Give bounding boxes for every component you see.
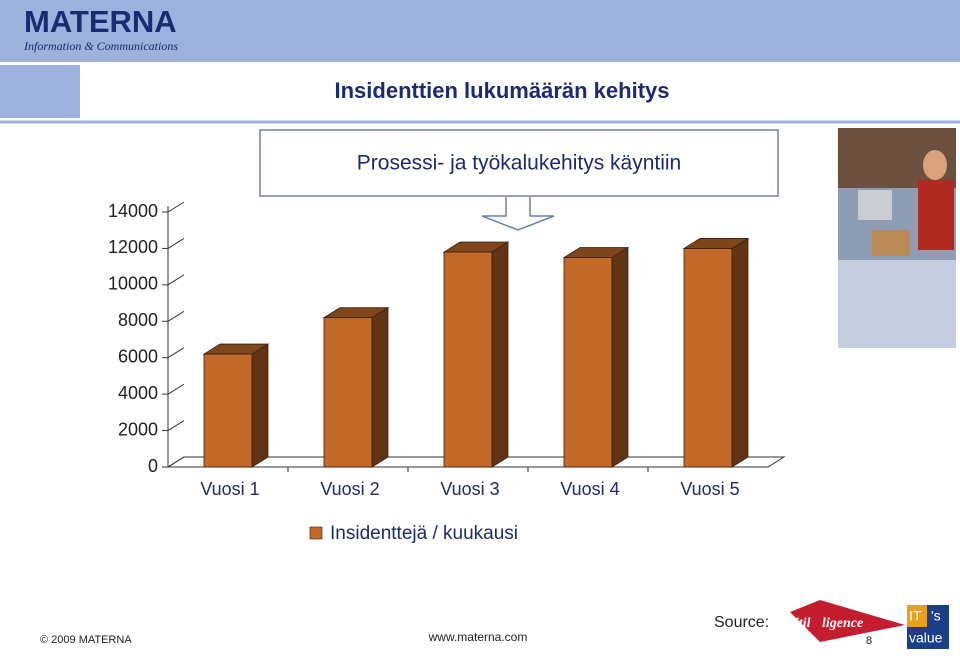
header-square — [0, 65, 80, 118]
photo — [838, 128, 956, 348]
bar — [322, 306, 390, 468]
bar — [682, 237, 750, 468]
bar-side — [251, 343, 269, 468]
bar-top — [562, 247, 630, 258]
bar — [562, 246, 630, 468]
y-tick-label: 4000 — [118, 383, 158, 403]
logo: MATERNA — [24, 4, 177, 39]
source-label: Source: — [714, 614, 769, 631]
annotation: Prosessi- ja työkalukehitys käyntiin — [357, 152, 681, 175]
y-tick-label: 0 — [148, 456, 158, 476]
y-tick-depth — [167, 383, 185, 395]
annotation-arrow — [481, 197, 555, 231]
photo-monitor — [858, 190, 892, 220]
photo-box — [872, 230, 910, 256]
legend-swatch — [309, 526, 323, 540]
bar-front — [683, 248, 733, 468]
bar-side — [731, 237, 749, 468]
logo2-b: 's — [931, 608, 941, 624]
bar-front — [563, 257, 613, 468]
logo1-b: ligence — [822, 616, 863, 631]
logo2-a: IT — [909, 608, 922, 624]
y-tick-label: 10000 — [108, 274, 158, 294]
x-tick-label: Vuosi 4 — [560, 479, 619, 499]
copyright: © 2009 MATERNA — [40, 634, 132, 646]
bar-top — [682, 238, 750, 249]
bar-side — [491, 241, 509, 468]
photo-person — [918, 180, 954, 250]
y-tick-label: 12000 — [108, 237, 158, 257]
bar-top — [442, 241, 510, 253]
bar-front — [323, 317, 373, 468]
photo-conveyor — [838, 260, 956, 348]
x-tick-label: Vuosi 1 — [200, 479, 259, 499]
bar-top — [322, 307, 390, 319]
logo-tagline: Information & Communications — [23, 39, 178, 53]
y-tick-depth — [167, 456, 185, 468]
footer-url: www.materna.com — [428, 630, 528, 644]
y-tick-depth — [167, 310, 185, 322]
header-band — [0, 0, 960, 62]
logo2-accent — [907, 605, 927, 627]
y-tick-depth — [167, 238, 185, 249]
logo1-shape — [790, 600, 905, 642]
legend-label: Insidenttejä / kuukausi — [330, 523, 518, 544]
bar-front — [203, 353, 253, 468]
photo-head — [923, 150, 947, 180]
slide-title: Insidenttien lukumäärän kehitys — [335, 78, 670, 103]
y-tick-label: 8000 — [118, 310, 158, 330]
y-tick-depth — [167, 201, 185, 213]
bar-top — [202, 343, 270, 355]
logo1-a: itil — [795, 616, 811, 631]
bar — [202, 343, 270, 468]
page-number: 8 — [866, 635, 872, 647]
y-tick-depth — [167, 420, 185, 431]
y-tick-depth — [167, 274, 185, 286]
y-tick-label: 2000 — [118, 419, 158, 439]
x-tick-label: Vuosi 3 — [440, 479, 499, 499]
annotation-box — [259, 129, 779, 197]
bar-side — [371, 306, 389, 468]
x-tick-label: Vuosi 5 — [680, 479, 739, 499]
x-tick-label: Vuosi 2 — [320, 479, 379, 499]
y-tick-label: 6000 — [118, 346, 158, 366]
bar-side — [611, 246, 629, 468]
y-tick-depth — [167, 347, 185, 359]
logo2-c: value — [909, 630, 943, 646]
y-tick-label: 14000 — [108, 201, 158, 221]
bar — [442, 241, 510, 468]
bar-front — [443, 251, 493, 468]
chart: 0 2000 4000 6000 8000 10000 12000 14000 Vuosi 1 V… — [108, 201, 786, 544]
